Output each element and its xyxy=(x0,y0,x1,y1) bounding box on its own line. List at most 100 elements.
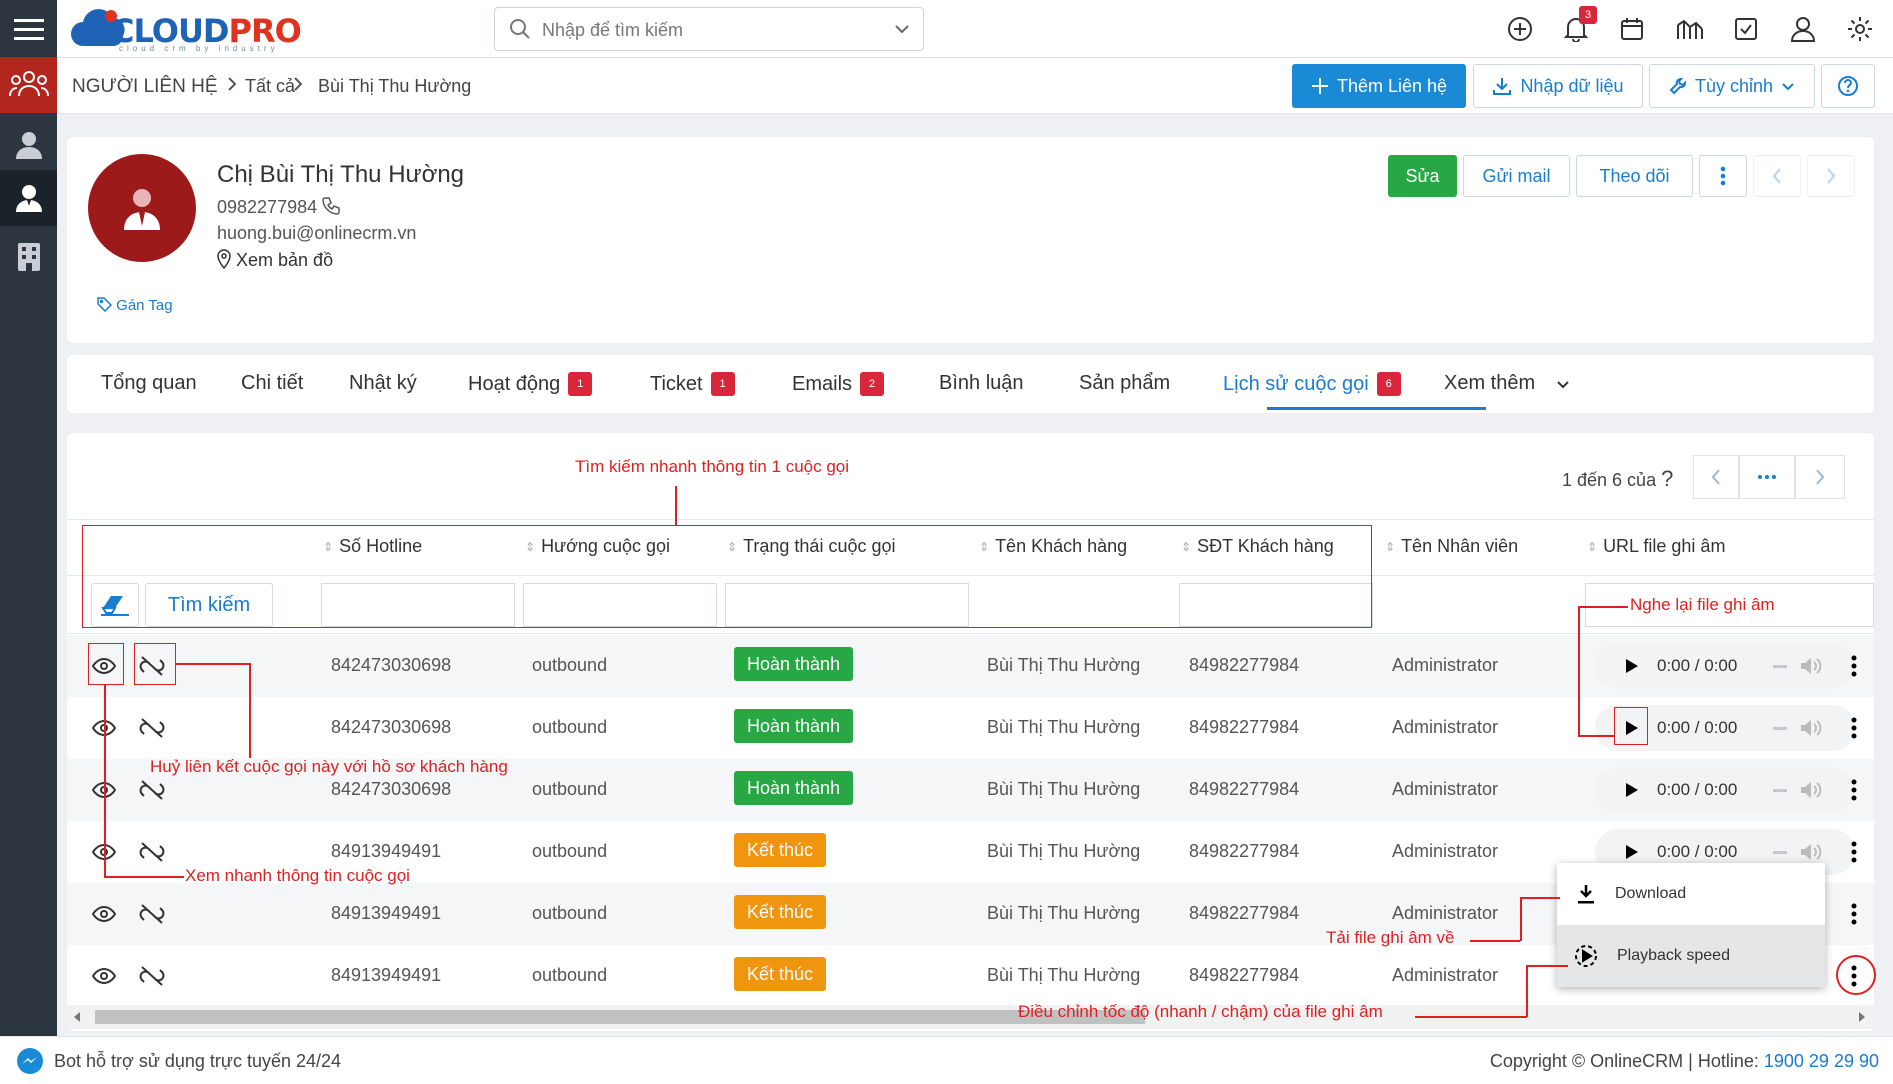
people-group-icon[interactable] xyxy=(0,57,57,113)
copyright-text: Copyright © OnlineCRM | Hotline: xyxy=(1489,1051,1764,1071)
customer-cell[interactable]: Bùi Thị Thu Hường xyxy=(987,717,1141,737)
help-button[interactable] xyxy=(1821,64,1875,108)
volume-icon[interactable] xyxy=(1800,842,1822,867)
tab-ticket[interactable]: Ticket 1 xyxy=(650,372,735,396)
global-search-input[interactable]: Nhập để tìm kiếm xyxy=(494,7,924,51)
chart-icon[interactable] xyxy=(1675,14,1705,44)
progress-track[interactable] xyxy=(1773,789,1787,792)
prev-record-button[interactable] xyxy=(1753,155,1801,197)
col-hotline[interactable]: ⇕ Số Hotline xyxy=(323,536,422,557)
play-icon[interactable] xyxy=(1625,658,1639,679)
audio-menu-icon[interactable] xyxy=(1849,835,1859,869)
playback-speed-menu-item[interactable]: Playback speed xyxy=(1557,925,1825,987)
volume-icon[interactable] xyxy=(1800,780,1822,805)
play-icon[interactable] xyxy=(1625,720,1639,741)
unlink-icon[interactable] xyxy=(137,961,167,991)
contact-phone[interactable]: 0982277984 xyxy=(217,197,340,218)
next-record-button[interactable] xyxy=(1807,155,1855,197)
tab-emails[interactable]: Emails 2 xyxy=(792,372,885,396)
col-status[interactable]: ⇕ Trạng thái cuộc gọi xyxy=(727,536,895,557)
annotation-connector xyxy=(1578,606,1580,736)
pager-more-button[interactable] xyxy=(1739,455,1795,499)
play-icon[interactable] xyxy=(1625,782,1639,803)
customer-cell[interactable]: Bùi Thị Thu Hường xyxy=(987,841,1141,861)
tab-more[interactable]: Xem thêm xyxy=(1444,372,1571,395)
audio-menu-icon[interactable] xyxy=(1849,897,1859,931)
unlink-icon[interactable] xyxy=(137,775,167,805)
map-link[interactable]: Xem bản đồ xyxy=(217,249,333,271)
pager-prev-button[interactable] xyxy=(1693,455,1739,499)
progress-track[interactable] xyxy=(1773,665,1787,668)
tab-call-history[interactable]: Lịch sử cuộc gọi 6 xyxy=(1223,372,1401,396)
tab-overview[interactable]: Tổng quan xyxy=(101,372,197,395)
tab-details[interactable]: Chi tiết xyxy=(241,372,303,395)
phone-filter-input[interactable] xyxy=(1179,583,1373,627)
user-icon[interactable] xyxy=(0,120,57,170)
import-data-button[interactable]: Nhập dữ liệu xyxy=(1473,64,1643,108)
more-options-button[interactable] xyxy=(1699,155,1747,197)
col-customer-phone[interactable]: ⇕ SĐT Khách hàng xyxy=(1181,536,1334,557)
download-menu-item[interactable]: Download xyxy=(1557,863,1825,925)
pager-next-button[interactable] xyxy=(1795,455,1845,499)
contact-email[interactable]: huong.bui@onlinecrm.vn xyxy=(217,223,417,243)
hotline-link[interactable]: 1900 29 29 90 xyxy=(1763,1051,1879,1071)
bot-support-text[interactable]: Bot hỗ trợ sử dụng trực tuyến 24/24 xyxy=(54,1051,342,1071)
eye-icon[interactable] xyxy=(89,651,119,681)
eye-icon[interactable] xyxy=(89,961,119,991)
footer: Bot hỗ trợ sử dụng trực tuyến 24/24 Copy… xyxy=(0,1036,1893,1084)
contact-icon[interactable] xyxy=(0,170,57,226)
col-record-url[interactable]: ⇕ URL file ghi âm xyxy=(1587,536,1725,557)
volume-icon[interactable] xyxy=(1800,718,1822,743)
filter-search-button[interactable]: Tìm kiếm xyxy=(145,583,273,627)
calendar-icon[interactable] xyxy=(1617,14,1647,44)
task-check-icon[interactable] xyxy=(1731,14,1761,44)
chevron-down-icon[interactable] xyxy=(893,20,911,43)
unlink-icon[interactable] xyxy=(137,837,167,867)
unlink-icon[interactable] xyxy=(137,713,167,743)
scroll-thumb[interactable] xyxy=(95,1010,1145,1024)
gear-icon[interactable] xyxy=(1845,14,1875,44)
tab-activities[interactable]: Hoạt động 1 xyxy=(468,372,593,396)
add-contact-button[interactable]: Thêm Liên hệ xyxy=(1292,64,1466,108)
tab-products[interactable]: Sản phẩm xyxy=(1079,372,1170,395)
col-staff-name[interactable]: ⇕ Tên Nhân viên xyxy=(1385,536,1518,557)
breadcrumb-all[interactable]: Tất cả xyxy=(245,76,296,96)
progress-track[interactable] xyxy=(1773,727,1787,730)
clear-filter-button[interactable] xyxy=(91,583,139,627)
tab-log[interactable]: Nhật ký xyxy=(349,372,417,395)
hotline-cell: 84913949491 xyxy=(331,841,442,861)
customer-cell[interactable]: Bùi Thị Thu Hường xyxy=(987,779,1141,799)
menu-icon[interactable] xyxy=(0,0,57,57)
follow-button[interactable]: Theo dõi xyxy=(1576,155,1693,197)
breadcrumb-module[interactable]: NGƯỜI LIÊN HỆ xyxy=(72,76,218,97)
audio-menu-icon[interactable] xyxy=(1849,711,1859,745)
eye-icon[interactable] xyxy=(89,899,119,929)
profile-icon[interactable] xyxy=(1788,14,1818,44)
send-mail-button[interactable]: Gửi mail xyxy=(1463,155,1570,197)
add-circle-icon[interactable] xyxy=(1505,14,1535,44)
unlink-icon[interactable] xyxy=(137,651,167,681)
customer-cell[interactable]: Bùi Thị Thu Hường xyxy=(987,965,1141,985)
customer-cell[interactable]: Bùi Thị Thu Hường xyxy=(987,903,1141,923)
audio-menu-icon[interactable] xyxy=(1849,649,1859,683)
col-direction[interactable]: ⇕ Hướng cuộc gọi xyxy=(525,536,670,557)
direction-filter-input[interactable] xyxy=(523,583,717,627)
audio-menu-icon[interactable] xyxy=(1849,773,1859,807)
hotline-filter-input[interactable] xyxy=(321,583,515,627)
assign-tag-link[interactable]: Gán Tag xyxy=(97,297,173,314)
horizontal-scrollbar[interactable] xyxy=(67,1005,1874,1029)
col-customer-name[interactable]: ⇕ Tên Khách hàng xyxy=(979,536,1127,557)
customer-cell[interactable]: Bùi Thị Thu Hường xyxy=(987,655,1141,675)
progress-track[interactable] xyxy=(1773,851,1787,854)
bell-icon[interactable]: 3 xyxy=(1561,6,1597,44)
unlink-icon[interactable] xyxy=(137,899,167,929)
messenger-icon[interactable] xyxy=(16,1047,44,1080)
building-icon[interactable] xyxy=(0,232,57,282)
cloudpro-logo[interactable]: CLOUDPRO cloud crm by industry xyxy=(69,4,302,54)
customize-button[interactable]: Tùy chỉnh xyxy=(1649,64,1815,108)
edit-button[interactable]: Sửa xyxy=(1388,155,1457,197)
status-filter-input[interactable] xyxy=(725,583,969,627)
tab-comments[interactable]: Bình luận xyxy=(939,372,1024,395)
volume-icon[interactable] xyxy=(1800,656,1822,681)
play-icon[interactable] xyxy=(1625,844,1639,865)
